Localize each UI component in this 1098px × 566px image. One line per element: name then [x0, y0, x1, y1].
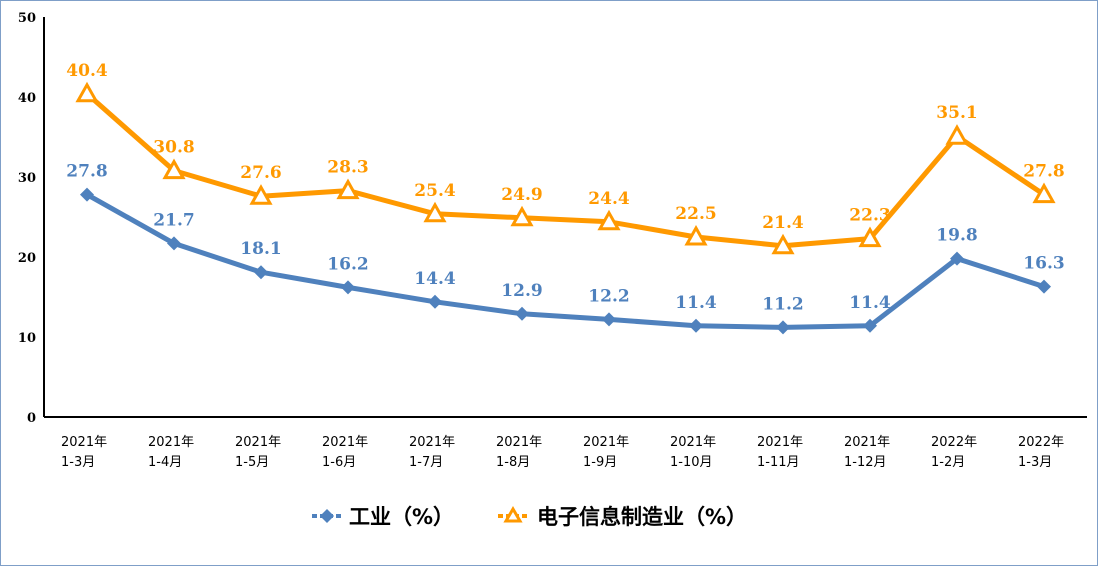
data-point	[602, 312, 616, 327]
data-label: 27.8	[66, 162, 107, 182]
data-point	[1037, 279, 1051, 294]
data-point	[945, 124, 969, 145]
data-point	[515, 306, 529, 321]
x-tick-label: 2021年 1-12月	[844, 435, 890, 470]
data-point	[75, 81, 99, 103]
x-tick-label: 2022年 1-3月	[1018, 435, 1064, 470]
x-tick-label: 2021年 1-8月	[496, 435, 542, 470]
data-point	[249, 184, 273, 205]
data-label: 21.7	[153, 210, 194, 230]
y-tick-label: 0	[27, 411, 36, 426]
data-point	[776, 320, 790, 335]
data-point	[336, 178, 360, 200]
data-point	[428, 294, 442, 309]
x-tick-label: 2021年 1-7月	[409, 435, 455, 470]
data-label: 22.3	[849, 206, 890, 226]
y-tick-label: 50	[18, 11, 36, 26]
data-label: 21.4	[762, 213, 804, 233]
y-tick-label: 10	[18, 331, 36, 346]
data-point	[162, 158, 186, 180]
x-tick-label: 2021年 1-10月	[670, 435, 716, 470]
data-point	[689, 318, 703, 333]
legend-label: 工业（%）	[349, 505, 454, 529]
series-line-1	[85, 91, 1046, 249]
data-label: 18.1	[240, 239, 281, 259]
data-point	[510, 205, 534, 227]
data-label: 19.8	[936, 226, 977, 246]
x-tick-label: 2021年 1-5月	[235, 435, 281, 470]
x-tick-label: 2021年 1-3月	[61, 435, 107, 470]
data-label: 12.2	[588, 286, 629, 306]
x-tick-label: 2021年 1-6月	[322, 435, 368, 470]
data-label: 11.2	[762, 294, 803, 314]
x-tick-label: 2021年 1-4月	[148, 435, 194, 470]
data-label: 11.4	[849, 293, 891, 313]
data-label: 14.4	[414, 269, 456, 289]
data-label: 40.4	[66, 61, 108, 81]
data-label: 28.3	[327, 158, 368, 178]
data-label: 24.4	[588, 189, 630, 209]
data-label: 25.4	[414, 181, 456, 201]
data-point	[1032, 182, 1056, 204]
y-tick-label: 20	[18, 251, 36, 266]
series-line-0	[85, 192, 1045, 330]
data-label: 11.4	[675, 293, 717, 313]
data-point	[771, 233, 795, 255]
data-label: 30.8	[153, 138, 194, 158]
y-tick-label: 30	[18, 171, 36, 186]
x-tick-label: 2021年 1-11月	[757, 435, 803, 470]
data-label: 24.9	[501, 185, 542, 205]
data-label: 16.2	[327, 254, 368, 274]
data-label: 27.6	[240, 163, 281, 183]
data-point	[167, 236, 181, 251]
data-point	[80, 187, 94, 202]
data-point	[341, 280, 355, 295]
data-point	[950, 251, 964, 266]
data-label: 12.9	[501, 281, 542, 301]
legend-diamond-icon	[320, 509, 334, 523]
y-tick-label: 40	[18, 91, 36, 106]
data-point	[597, 209, 621, 231]
legend-label: 电子信息制造业（%）	[537, 505, 747, 529]
data-point	[254, 265, 268, 280]
x-tick-label: 2021年 1-9月	[583, 435, 629, 470]
x-tick-label: 2022年 1-2月	[931, 435, 977, 470]
data-label: 22.5	[675, 204, 716, 224]
data-point	[858, 226, 882, 248]
data-point	[423, 201, 447, 223]
data-label: 16.3	[1023, 254, 1064, 274]
data-label: 35.1	[936, 103, 977, 123]
data-label: 27.8	[1023, 162, 1064, 182]
data-point	[863, 318, 877, 333]
data-point	[684, 224, 708, 246]
legend-triangle-icon	[503, 506, 523, 523]
